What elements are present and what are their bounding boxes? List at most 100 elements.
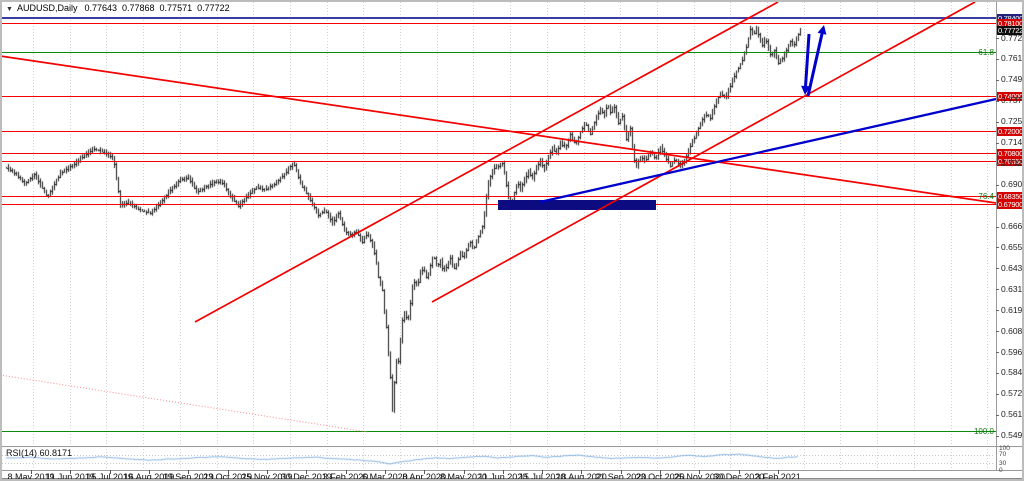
fib-level-line[interactable] (2, 430, 996, 432)
indicator-label: RSI(14) 60.8171 (6, 448, 72, 458)
date-tick (581, 470, 583, 474)
price-tick (996, 268, 999, 270)
date-tick (148, 470, 150, 474)
price-axis-label: 0.76100 (1001, 53, 1024, 64)
date-tick (266, 470, 268, 474)
support-resistance-line[interactable] (2, 22, 996, 24)
date-axis-label: 23 Oct 2019 (203, 471, 253, 481)
price-level-badge: 0.78100 (997, 18, 1024, 28)
price-axis-label: 0.56100 (1001, 409, 1024, 420)
price-tick (996, 38, 999, 39)
price-tick (996, 352, 999, 354)
date-tick (542, 470, 544, 474)
rsi-scale-label: 30 (999, 459, 1007, 467)
date-tick (778, 470, 780, 474)
window-bottom-edge (0, 478, 1024, 479)
quote-high: 0.77868 (122, 3, 155, 13)
date-axis-label: 8 May 2019 (7, 471, 55, 481)
price-tick (996, 310, 999, 312)
rsi-scale-label: 100 (999, 444, 1010, 452)
price-axis-label: 0.65520 (1001, 241, 1024, 252)
support-resistance-line[interactable] (2, 152, 996, 154)
symbol-period-label: AUDUSD,Daily (16, 3, 78, 13)
date-tick (424, 470, 426, 474)
date-axis-label: 19 Sep 2019 (162, 471, 214, 481)
date-tick (31, 470, 32, 474)
date-axis-label: 30 Dec 2020 (713, 471, 765, 481)
price-axis-label: 0.69040 (1001, 179, 1024, 190)
price-level-badge: 0.68350 (997, 192, 1024, 202)
current-price-badge: 0.77722 (997, 25, 1024, 35)
date-axis-label: 11 Jun 2019 (45, 471, 95, 481)
price-tick (996, 414, 999, 416)
price-tick (996, 247, 999, 249)
date-axis-label: 8 Apr 2020 (402, 471, 446, 481)
price-axis-label: 0.66680 (1001, 221, 1024, 232)
price-axis-label: 0.59620 (1001, 346, 1024, 357)
date-tick (384, 470, 386, 474)
date-tick (463, 470, 465, 474)
date-axis-label: 30 Dec 2019 (280, 471, 332, 481)
date-axis-label: 25 Nov 2020 (673, 471, 725, 481)
consolidation-zone-rectangle[interactable] (498, 199, 656, 210)
rsi-scale-label: 0 (999, 466, 1003, 474)
date-axis-label: 11 Jun 2020 (478, 471, 528, 481)
date-tick (227, 470, 229, 474)
date-tick (306, 470, 308, 474)
price-axis-label: 0.77280 (1001, 32, 1024, 43)
date-axis-label: 23 Oct 2020 (635, 471, 685, 481)
date-tick (699, 470, 701, 474)
price-axis-label: 0.57280 (1001, 388, 1024, 399)
support-resistance-line[interactable] (2, 95, 996, 97)
price-axis-label: 0.61980 (1001, 304, 1024, 315)
price-level-badge: 0.78400 (997, 13, 1024, 23)
indicator-value: 60.8171 (39, 448, 73, 458)
support-resistance-line[interactable] (2, 196, 996, 198)
price-axis-label: 0.74920 (1001, 74, 1024, 85)
price-level-badge: 0.70350 (997, 156, 1024, 166)
price-axis-label: 0.58460 (1001, 367, 1024, 378)
price-level-badge: 0.74000 (997, 91, 1024, 101)
date-tick (502, 470, 504, 474)
date-tick (738, 470, 740, 474)
price-tick (996, 226, 999, 228)
date-tick (620, 470, 622, 474)
price-level-badge: 0.72000 (997, 127, 1024, 137)
panel-separator[interactable] (0, 446, 1024, 447)
price-tick (996, 184, 999, 186)
date-axis-label: 3 Feb 2021 (755, 471, 801, 481)
quote-low: 0.77571 (159, 3, 193, 13)
date-axis-label: 8 May 2020 (440, 471, 488, 481)
price-tick (996, 142, 999, 144)
rsi-scale-label: 70 (999, 451, 1007, 459)
price-tick (996, 163, 999, 165)
price-level-badge: 0.67900 (997, 200, 1024, 210)
quote-close: 0.77722 (197, 3, 230, 13)
price-axis-label: 0.63160 (1001, 283, 1024, 294)
resistance-line-navy[interactable] (2, 17, 996, 20)
price-tick (996, 435, 999, 437)
fib-level-line[interactable] (2, 52, 996, 54)
price-tick (996, 393, 999, 395)
price-axis-label: 0.60800 (1001, 325, 1024, 336)
price-tick (996, 100, 999, 102)
price-tick (996, 58, 999, 60)
price-axis-label: 0.64340 (1001, 262, 1024, 273)
price-axis-border (996, 0, 997, 471)
chart-title: ▼ AUDUSD,Daily 0.77643 0.77868 0.77571 0.7772… (6, 3, 235, 13)
price-axis-label: 0.70220 (1001, 158, 1024, 169)
fib-level-label: 100.0 (973, 426, 994, 436)
price-tick (996, 289, 999, 291)
support-resistance-line[interactable] (2, 160, 996, 162)
price-tick (996, 372, 999, 374)
date-axis-label: 15 Jul 2019 (86, 471, 133, 481)
date-axis-label: 16 Aug 2019 (123, 471, 175, 481)
date-tick (70, 470, 72, 474)
chart-dropdown-icon[interactable]: ▼ (6, 6, 13, 13)
date-axis-label: 21 Sep 2020 (595, 471, 647, 481)
price-axis-label: 0.54920 (1001, 430, 1024, 441)
price-axis-label: 0.73760 (1001, 95, 1024, 106)
support-resistance-line[interactable] (2, 131, 996, 133)
